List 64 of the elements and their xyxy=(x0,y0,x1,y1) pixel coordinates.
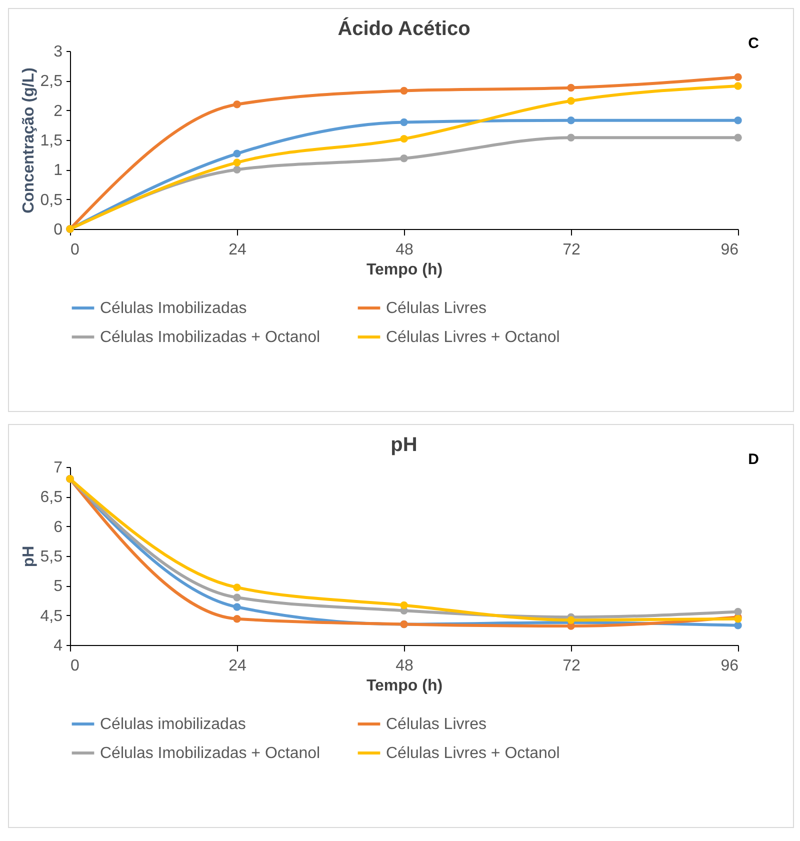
point xyxy=(567,134,575,142)
legend-label: Células Livres xyxy=(386,716,486,733)
y-tick-label: 1 xyxy=(54,162,63,180)
y-axis-title: pH xyxy=(20,546,38,568)
point xyxy=(233,603,241,611)
point xyxy=(400,86,408,95)
legend-label: Células Imobilizadas xyxy=(100,300,247,317)
x-tick-label: 48 xyxy=(396,242,414,258)
point xyxy=(734,622,742,630)
x-tick-label: 96 xyxy=(720,658,739,674)
point xyxy=(400,134,408,143)
legend-label: Células Imobilizadas + Octanol xyxy=(100,329,320,346)
legend-label: Células imobilizadas xyxy=(100,716,246,733)
point xyxy=(567,96,575,105)
point xyxy=(233,615,241,623)
y-tick-label: 6,5 xyxy=(40,489,63,506)
y-tick-label: 6 xyxy=(54,518,63,536)
point xyxy=(400,118,408,126)
x-axis-title: Tempo (h) xyxy=(366,678,443,694)
point xyxy=(567,616,575,624)
x-tick-label: 96 xyxy=(720,242,739,258)
y-tick-label: 0,5 xyxy=(40,192,63,209)
y-tick-label: 4 xyxy=(54,638,63,654)
legend-label: Células Livres + Octanol xyxy=(386,329,560,346)
legend-label: Células Imobilizadas + Octanol xyxy=(100,745,320,762)
point xyxy=(567,84,575,92)
point xyxy=(400,601,408,610)
y-tick-label: 2 xyxy=(54,102,63,120)
x-tick-label: 0 xyxy=(70,242,80,258)
point xyxy=(233,166,241,174)
legend-label: Células Livres + Octanol xyxy=(386,745,560,762)
point xyxy=(734,116,742,124)
point xyxy=(400,154,408,162)
y-tick-label: 1,5 xyxy=(40,132,63,150)
point xyxy=(233,150,241,158)
point xyxy=(734,608,742,616)
point xyxy=(734,73,742,81)
x-tick-label: 0 xyxy=(70,658,80,674)
x-tick-label: 48 xyxy=(396,658,414,674)
y-tick-label: 5,5 xyxy=(40,548,63,566)
chart-title: pH xyxy=(390,434,418,456)
text: D xyxy=(748,451,759,468)
point xyxy=(233,594,241,602)
x-axis-title: Tempo (h) xyxy=(366,262,443,278)
chart-title: Ácido Acético xyxy=(338,17,470,40)
point xyxy=(233,584,241,592)
point xyxy=(567,116,575,124)
x-tick-label: 24 xyxy=(228,242,246,258)
y-tick-label: 0 xyxy=(54,222,63,238)
point xyxy=(734,134,742,142)
y-tick-label: 4,5 xyxy=(40,608,63,625)
legend-label: Células Livres xyxy=(386,300,486,317)
y-tick-label: 3 xyxy=(54,44,63,60)
y-tick-label: 2,5 xyxy=(40,73,63,90)
point xyxy=(233,158,241,166)
x-tick-label: 24 xyxy=(228,658,246,674)
y-tick-label: 5 xyxy=(54,578,63,596)
x-tick-label: 72 xyxy=(562,242,580,258)
x-tick-label: 72 xyxy=(562,658,580,674)
text: C xyxy=(748,35,759,52)
y-axis-title: Concentração (g/L) xyxy=(20,68,38,214)
point xyxy=(233,100,241,108)
point xyxy=(734,82,742,90)
y-tick-label: 7 xyxy=(54,460,63,476)
